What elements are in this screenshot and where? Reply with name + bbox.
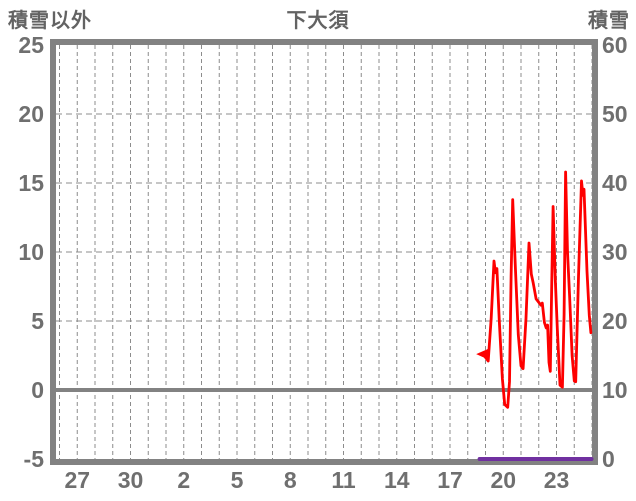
plot-border [50, 39, 598, 465]
non-snow-line [478, 170, 593, 409]
right-axis-tick: 0 [602, 446, 615, 472]
x-axis-tick: 30 [117, 467, 144, 493]
left-axis-title: 積雪以外 [8, 10, 92, 32]
left-axis-tick: 5 [31, 308, 44, 334]
x-axis-tick: 27 [64, 467, 91, 493]
left-axis-tick: 0 [31, 377, 44, 403]
right-axis-tick: 60 [602, 32, 628, 58]
series-start-arrow-icon [476, 348, 489, 360]
left-axis-tick: 25 [18, 32, 44, 58]
right-axis-tick: 30 [602, 239, 628, 265]
x-axis-tick: 14 [383, 467, 410, 493]
right-axis-tick: 10 [602, 377, 628, 403]
x-axis-tick: 5 [230, 467, 244, 493]
right-axis-tick: 50 [602, 101, 628, 127]
right-axis-tick: 40 [602, 170, 628, 196]
x-axis-tick: 17 [437, 467, 463, 493]
chart-title: 下大須 [286, 10, 350, 32]
x-axis-tick: 20 [490, 467, 517, 493]
right-axis-tick: 20 [602, 308, 628, 334]
x-axis-tick: 2 [177, 467, 191, 493]
x-axis-tick: 11 [331, 467, 356, 493]
x-axis-tick: 8 [283, 467, 297, 493]
left-axis-tick: 10 [18, 239, 44, 265]
x-axis-tick: 23 [543, 467, 570, 493]
right-axis-title: 積雪 [588, 10, 630, 32]
left-axis-tick: -5 [23, 446, 44, 472]
left-axis-tick: 20 [18, 101, 44, 127]
left-axis-tick: 15 [18, 170, 44, 196]
